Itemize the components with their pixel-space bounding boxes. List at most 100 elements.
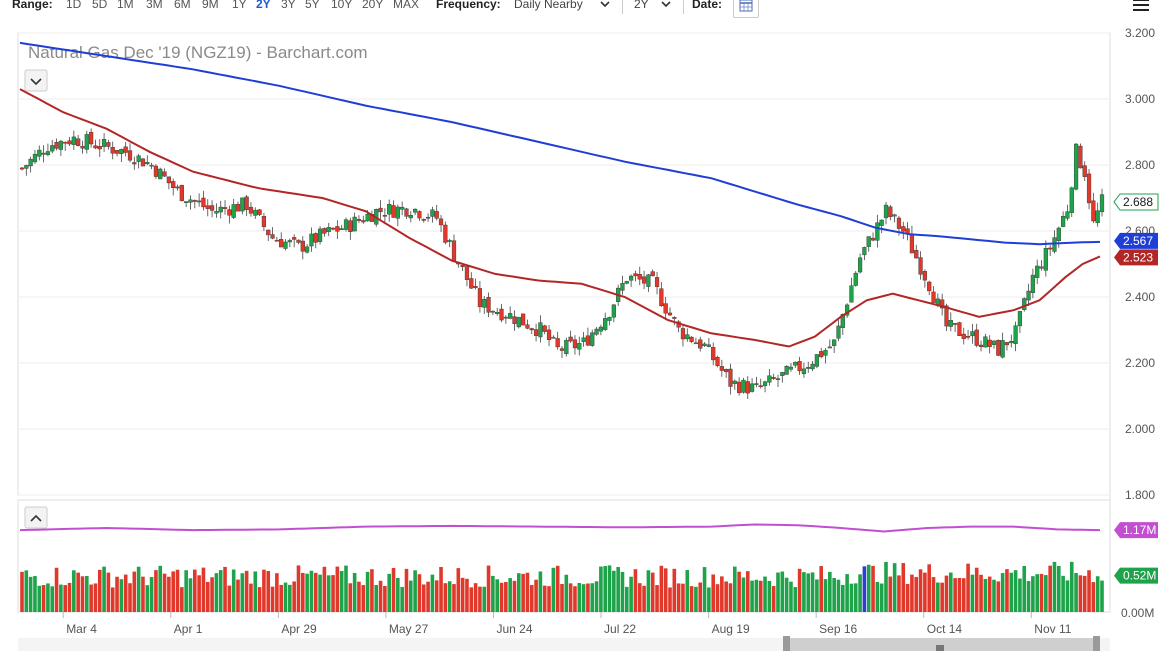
volume-bar (378, 580, 383, 612)
x-tick-label: Nov 11 (1034, 622, 1071, 636)
volume-bar (901, 563, 906, 612)
frequency-select[interactable]: Daily Nearby (514, 0, 583, 11)
range-9m[interactable]: 9M (202, 0, 219, 11)
volume-bar (279, 584, 283, 612)
candle-body (845, 304, 850, 316)
volume-bar (633, 569, 638, 612)
volume-bar (374, 585, 379, 612)
candle-body (1061, 216, 1066, 227)
volume-bar (1074, 573, 1078, 612)
chevron-down-icon[interactable] (660, 0, 672, 11)
volume-bar (339, 571, 344, 612)
volume-bar (828, 571, 832, 612)
chevron-down-icon[interactable] (599, 0, 611, 11)
volume-bar (1095, 576, 1100, 612)
x-tick-label: Mar 4 (66, 622, 97, 636)
candle-body (715, 356, 720, 367)
candle-body (158, 168, 163, 180)
candle-body (136, 155, 141, 162)
date-label: Date: (692, 0, 723, 11)
candle-body (257, 209, 262, 215)
volume-bar (815, 579, 819, 612)
range-3m[interactable]: 3M (146, 0, 163, 11)
volume-last-tag: 0.52M (1114, 567, 1158, 584)
x-tick-label: May 27 (389, 622, 429, 636)
volume-bar (244, 570, 249, 612)
calendar-button[interactable] (733, 0, 759, 18)
hamburger-menu-icon[interactable] (1131, 0, 1151, 12)
candle-body (84, 134, 89, 150)
volume-bar (439, 566, 443, 612)
volume-bar (745, 571, 750, 612)
svg-text:1.17M: 1.17M (1123, 523, 1156, 537)
volume-bar (240, 573, 245, 612)
navigator-right-handle[interactable] (1093, 636, 1100, 651)
candle-body (32, 153, 38, 163)
volume-bar (659, 565, 664, 612)
range-1m[interactable]: 1M (117, 0, 134, 11)
range-10y[interactable]: 10Y (331, 0, 353, 11)
range-2y[interactable]: 2Y (256, 0, 271, 11)
volume-bar (668, 587, 672, 612)
volume-bar (123, 574, 128, 612)
navigator-left-handle[interactable] (783, 636, 790, 651)
candle-body (633, 273, 638, 277)
collapse-price-button[interactable] (24, 69, 48, 92)
range-max[interactable]: MAX (393, 0, 420, 11)
volume-bar (620, 571, 625, 612)
range-6m[interactable]: 6M (174, 0, 191, 11)
volume-bar (871, 565, 875, 612)
volume-bar (473, 583, 478, 612)
volume-bar (970, 574, 975, 612)
candle-body (957, 322, 962, 337)
collapse-volume-button[interactable] (24, 506, 48, 529)
volume-bar (521, 573, 525, 612)
x-tick-label: Jul 22 (604, 622, 636, 636)
period-select[interactable]: 2Y (634, 0, 649, 11)
volume-bar (227, 585, 232, 612)
candle-body (836, 325, 841, 339)
candle-body (1086, 173, 1092, 204)
volume-zero-label: 0.00M (1121, 606, 1154, 620)
candle-body (123, 146, 128, 153)
volume-bar (80, 576, 85, 612)
range-5d[interactable]: 5D (92, 0, 108, 11)
volume-bar (733, 566, 737, 612)
volume-bar (145, 585, 150, 612)
range-3y[interactable]: 3Y (281, 0, 296, 11)
candle-body (473, 286, 478, 288)
volume-bar (85, 575, 89, 612)
candle-body (741, 379, 746, 393)
y-tick-label: 3.200 (1125, 26, 1155, 40)
navigator-window[interactable] (786, 638, 1096, 651)
candle-body (166, 176, 171, 184)
volume-bar (331, 575, 335, 612)
range-1y[interactable]: 1Y (232, 0, 247, 11)
frequency-label: Frequency: (436, 0, 501, 11)
volume-bar (711, 574, 715, 612)
candle-body (339, 228, 344, 230)
candle-body (430, 209, 435, 217)
range-20y[interactable]: 20Y (362, 0, 384, 11)
candle-body (253, 209, 258, 216)
volume-bar (802, 572, 806, 612)
candle-body (348, 220, 353, 233)
candle-body (680, 328, 686, 340)
volume-bar (391, 567, 396, 612)
volume-bar (780, 571, 785, 612)
volume-bar (629, 576, 633, 612)
candle-body (538, 322, 543, 338)
volume-bar (1044, 575, 1048, 612)
range-1d[interactable]: 1D (66, 0, 82, 11)
volume-bar (681, 583, 685, 612)
x-axis-labels: Mar 4 Apr 1 Apr 29 May 27 Jun 24 Jul 22 Aug 19… (62, 612, 1072, 636)
navigator-grip[interactable] (936, 645, 944, 651)
candle-body (788, 366, 794, 370)
y-tick-label: 2.000 (1125, 422, 1155, 436)
volume-bar (616, 567, 620, 612)
range-5y[interactable]: 5Y (305, 0, 320, 11)
volume-bar (957, 577, 962, 612)
candle-body (205, 205, 210, 209)
volume-bar (296, 565, 301, 612)
volume-bar (508, 578, 512, 612)
